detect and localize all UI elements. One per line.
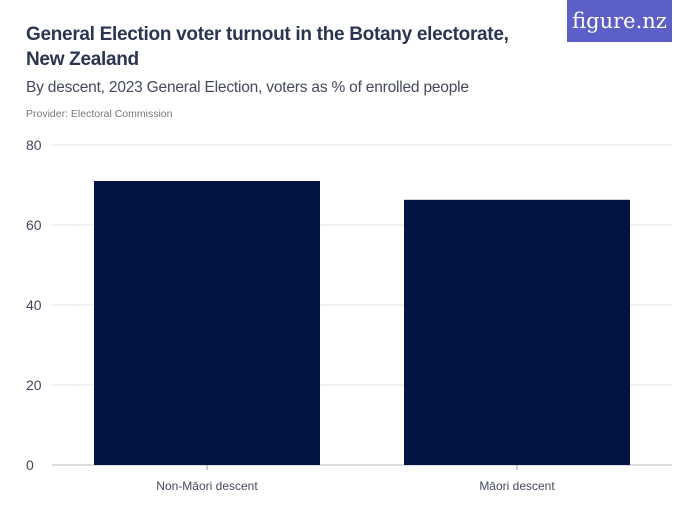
y-tick-label: 20: [26, 377, 42, 393]
bar-1: [94, 181, 320, 465]
x-tick-label: Māori descent: [479, 479, 555, 493]
chart-subtitle: By descent, 2023 General Election, voter…: [26, 79, 469, 96]
chart-title: General Election voter turnout in the Bo…: [26, 24, 509, 70]
x-tick-label: Non-Māori descent: [156, 479, 258, 493]
y-tick-label: 40: [26, 297, 42, 313]
y-tick-label: 80: [26, 137, 42, 153]
provider: Provider: Electoral Commission: [26, 108, 173, 120]
y-tick-label: 60: [26, 217, 42, 233]
figure-nz-logo[interactable]: figure.nz: [567, 0, 672, 42]
y-tick-label: 0: [26, 457, 34, 473]
bar-2: [404, 199, 630, 466]
